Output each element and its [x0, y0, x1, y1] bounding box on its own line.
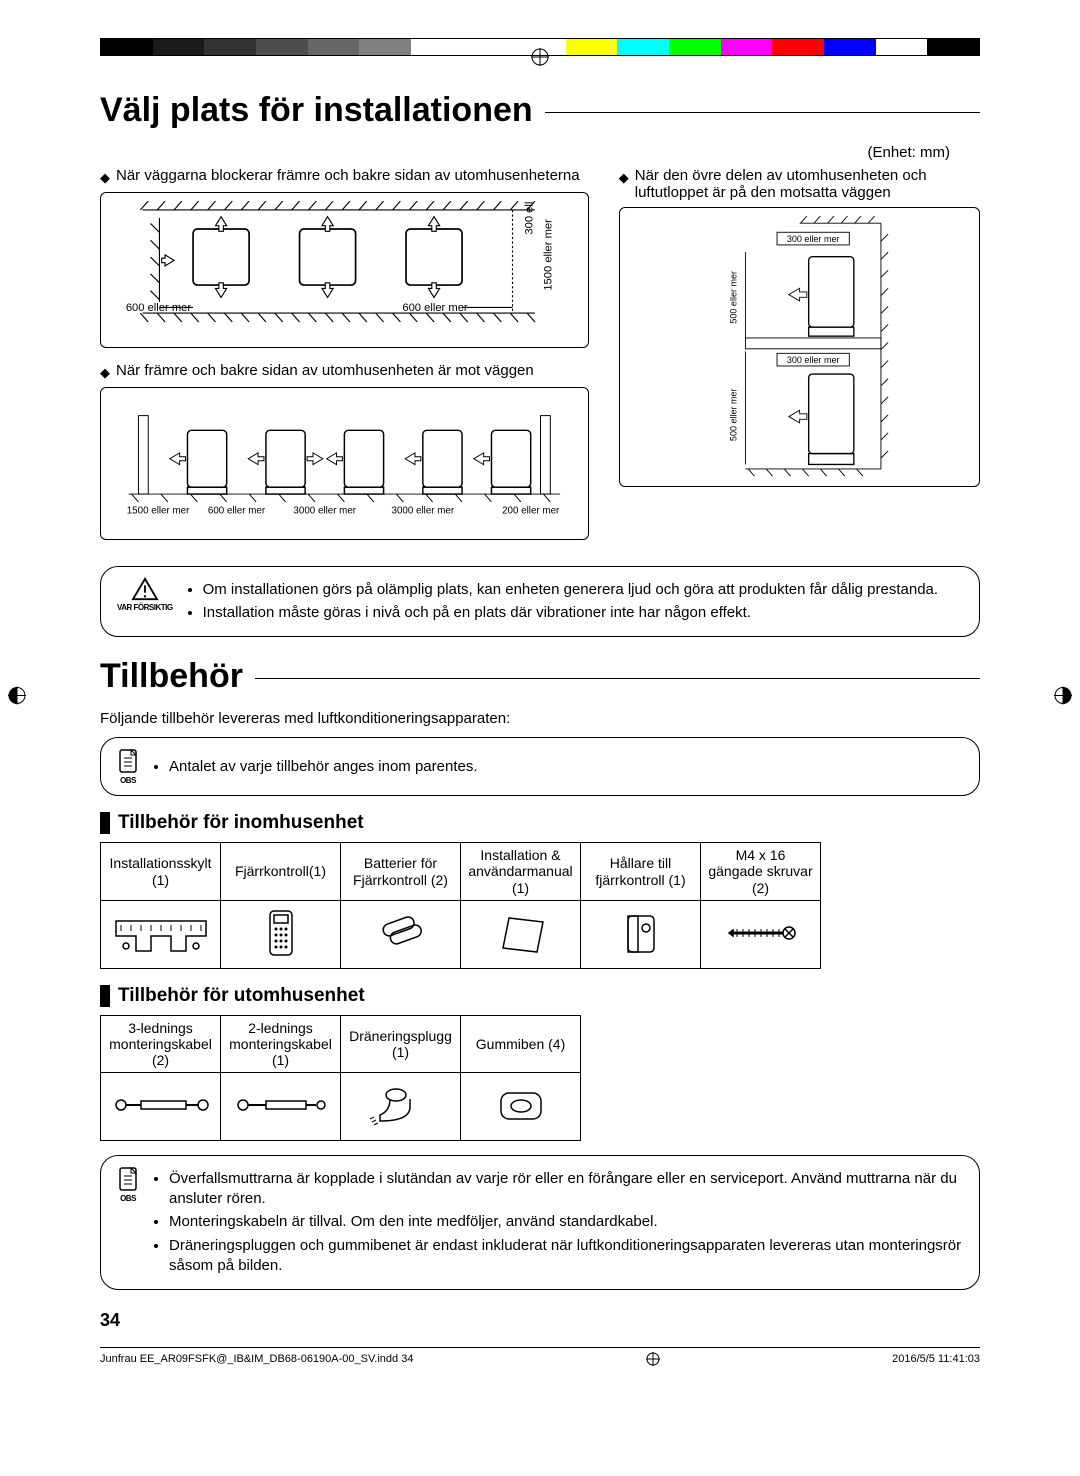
dim-1500: 1500 eller mer: [127, 505, 190, 516]
svg-text:600 eller mer: 600 eller mer: [402, 302, 468, 314]
note-list: Antalet av varje tillbehör anges inom pa…: [153, 754, 478, 780]
bullet-text: När främre och bakre sidan av utomhusenh…: [116, 362, 534, 379]
note-item: Överfallsmuttrarna är kopplade i slutänd…: [169, 1169, 963, 1210]
accessory-image: [461, 900, 581, 968]
diagram-opposite-wall: 300 eller mer 300 eller mer 500 eller me…: [619, 207, 980, 487]
accessory-image: [581, 900, 701, 968]
caution-icon: VAR FÖRSIKTIG: [117, 577, 173, 612]
intro-accessories: Följande tillbehör levereras med luftkon…: [100, 710, 980, 727]
svg-text:500 eller mer: 500 eller mer: [728, 388, 738, 441]
accessory-image: [341, 1072, 461, 1140]
note-icon: OBS: [117, 748, 139, 785]
heading-text: Tillbehör: [100, 657, 243, 696]
svg-text:300 eller mer: 300 eller mer: [524, 201, 536, 235]
svg-text:3000 eller mer: 3000 eller mer: [392, 505, 455, 516]
diamond-icon: ◆: [100, 365, 110, 381]
caution-item: Installation måste göras i nivå och på e…: [203, 603, 938, 623]
note-item: Dräneringspluggen och gummibenet är enda…: [169, 1236, 963, 1277]
accessory-label: Installationsskylt (1): [101, 843, 221, 900]
caution-list: Om installationen görs på olämplig plats…: [187, 577, 938, 627]
bullet-against-wall: ◆ När främre och bakre sidan av utomhuse…: [100, 362, 589, 381]
caution-label: VAR FÖRSIKTIG: [117, 603, 173, 612]
crop-mark-right-icon: [1054, 687, 1072, 710]
heading-install-location: Välj plats för installationen: [100, 91, 980, 130]
bullet-text: När den övre delen av utomhusenheten och…: [635, 167, 980, 201]
crop-mark-bottom-icon: [646, 1352, 660, 1366]
note-label: OBS: [120, 776, 136, 785]
heading-text: Välj plats för installationen: [100, 91, 533, 130]
note-box-count: OBS Antalet av varje tillbehör anges ino…: [100, 737, 980, 796]
diagram-walls-block: 600 eller mer 600 eller mer 300 eller me…: [100, 192, 589, 348]
accessory-image: [341, 900, 461, 968]
accessory-image: [221, 1072, 341, 1140]
accessory-label: Installation & användarmanual (1): [461, 843, 581, 900]
subheading-outdoor: Tillbehör för utomhusenhet: [100, 985, 980, 1007]
note-list: Överfallsmuttrarna är kopplade i slutänd…: [153, 1166, 963, 1279]
svg-text:600 eller mer: 600 eller mer: [208, 505, 266, 516]
bullet-walls-block: ◆ När väggarna blockerar främre och bakr…: [100, 167, 589, 186]
outdoor-accessory-table: 3-lednings monteringskabel (2)2-lednings…: [100, 1015, 581, 1141]
footer-date: 2016/5/5 11:41:03: [892, 1353, 980, 1365]
accessory-image: [701, 900, 821, 968]
accessory-image: [221, 900, 341, 968]
svg-text:200 eller mer: 200 eller mer: [502, 505, 560, 516]
accessory-label: Gummiben (4): [461, 1015, 581, 1072]
bullet-text: När väggarna blockerar främre och bakre …: [116, 167, 580, 184]
note-box-bottom: OBS Överfallsmuttrarna är kopplade i slu…: [100, 1155, 980, 1290]
svg-text:600 eller mer: 600 eller mer: [126, 302, 192, 314]
accessory-label: 3-lednings monteringskabel (2): [101, 1015, 221, 1072]
caution-box: VAR FÖRSIKTIG Om installationen görs på …: [100, 566, 980, 638]
subheading-indoor: Tillbehör för inomhusenhet: [100, 812, 980, 834]
accessory-image: [461, 1072, 581, 1140]
svg-text:3000 eller mer: 3000 eller mer: [293, 505, 356, 516]
caution-item: Om installationen görs på olämplig plats…: [203, 580, 938, 600]
accessory-label: Dräneringsplugg (1): [341, 1015, 461, 1072]
svg-text:500 eller mer: 500 eller mer: [728, 271, 738, 324]
diamond-icon: ◆: [619, 170, 629, 186]
footer: Junfrau EE_AR09FSFK@_IB&IM_DB68-06190A-0…: [100, 1347, 980, 1366]
diagram-against-wall: 1500 eller mer 600 eller mer 3000 eller …: [100, 387, 589, 540]
accessory-label: 2-lednings monteringskabel (1): [221, 1015, 341, 1072]
footer-file: Junfrau EE_AR09FSFK@_IB&IM_DB68-06190A-0…: [100, 1353, 413, 1365]
accessory-label: Fjärrkontroll(1): [221, 843, 341, 900]
page-number: 34: [100, 1310, 980, 1331]
accessory-image: [101, 900, 221, 968]
note-icon: OBS: [117, 1166, 139, 1203]
note-label: OBS: [120, 1194, 136, 1203]
accessory-label: Batterier för Fjärrkontroll (2): [341, 843, 461, 900]
bullet-opposite-wall: ◆ När den övre delen av utomhusenheten o…: [619, 167, 980, 201]
note-item: Antalet av varje tillbehör anges inom pa…: [169, 757, 478, 777]
heading-accessories: Tillbehör: [100, 657, 980, 696]
diamond-icon: ◆: [100, 170, 110, 186]
note-item: Monteringskabeln är tillval. Om den inte…: [169, 1212, 963, 1232]
svg-text:1500 eller mer: 1500 eller mer: [543, 219, 555, 291]
accessory-label: Hållare till fjärrkontroll (1): [581, 843, 701, 900]
accessory-label: M4 x 16 gängade skruvar (2): [701, 843, 821, 900]
unit-label: (Enhet: mm): [100, 144, 950, 161]
crop-mark-left-icon: [8, 687, 26, 710]
indoor-accessory-table: Installationsskylt (1)Fjärrkontroll(1)Ba…: [100, 842, 821, 968]
accessory-image: [101, 1072, 221, 1140]
svg-text:300 eller mer: 300 eller mer: [787, 355, 840, 365]
svg-text:300 eller mer: 300 eller mer: [787, 234, 840, 244]
